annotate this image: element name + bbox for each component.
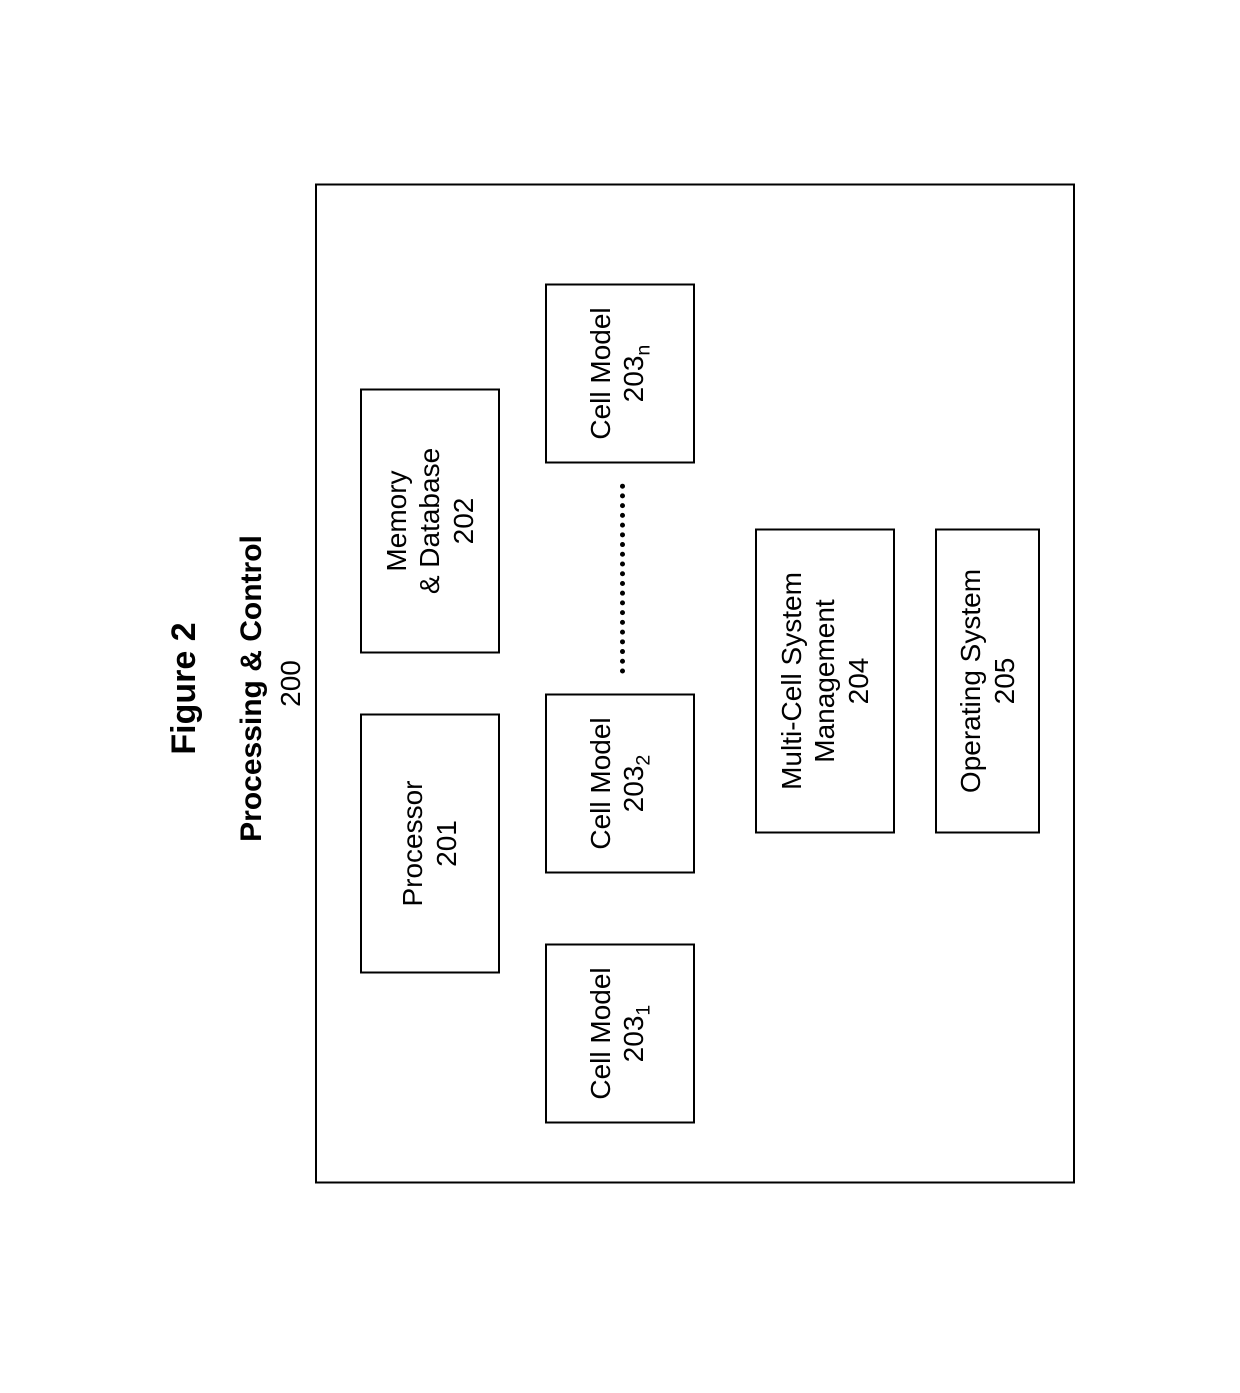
cell-model-1-num-sub: 1 [633, 1004, 655, 1015]
cell-model-2-num-base: 203 [618, 765, 649, 812]
ellipsis-dotted-line [620, 483, 625, 673]
memory-label-2: & Database [413, 447, 447, 593]
cell-model-2-num-sub: 2 [633, 754, 655, 765]
processor-label: Processor [396, 780, 430, 906]
figure-subtitle: Processing & Control [235, 523, 269, 853]
figure-subtitle-number: 200 [275, 653, 307, 713]
cell-model-n-label: Cell Model [584, 307, 618, 439]
cell-model-n-number: 203n [617, 344, 656, 402]
cell-model-1-label: Cell Model [584, 967, 618, 1099]
cell-model-n-num-base: 203 [618, 355, 649, 402]
multicell-label-2: Management [808, 599, 842, 762]
memory-block: Memory & Database 202 [360, 388, 500, 653]
processor-number: 201 [430, 820, 464, 867]
diagram-canvas: Figure 2 Processing & Control 200 Proces… [0, 0, 1240, 1393]
os-label: Operating System [954, 568, 988, 792]
multicell-block: Multi-Cell System Management 204 [755, 528, 895, 833]
cell-model-2-label: Cell Model [584, 717, 618, 849]
memory-number: 202 [447, 497, 481, 544]
memory-label-1: Memory [380, 470, 414, 571]
processor-block: Processor 201 [360, 713, 500, 973]
cell-model-2-number: 2032 [617, 754, 656, 812]
cell-model-2-block: Cell Model 2032 [545, 693, 695, 873]
multicell-number: 204 [842, 657, 876, 704]
os-block: Operating System 205 [935, 528, 1040, 833]
multicell-label-1: Multi-Cell System [775, 572, 809, 790]
cell-model-n-num-sub: n [633, 344, 655, 355]
cell-model-1-num-base: 203 [618, 1015, 649, 1062]
figure-title: Figure 2 [165, 608, 204, 768]
os-number: 205 [988, 657, 1022, 704]
rotated-container: Figure 2 Processing & Control 200 Proces… [0, 0, 1240, 1393]
cell-model-1-block: Cell Model 2031 [545, 943, 695, 1123]
cell-model-n-block: Cell Model 203n [545, 283, 695, 463]
cell-model-1-number: 2031 [617, 1004, 656, 1062]
